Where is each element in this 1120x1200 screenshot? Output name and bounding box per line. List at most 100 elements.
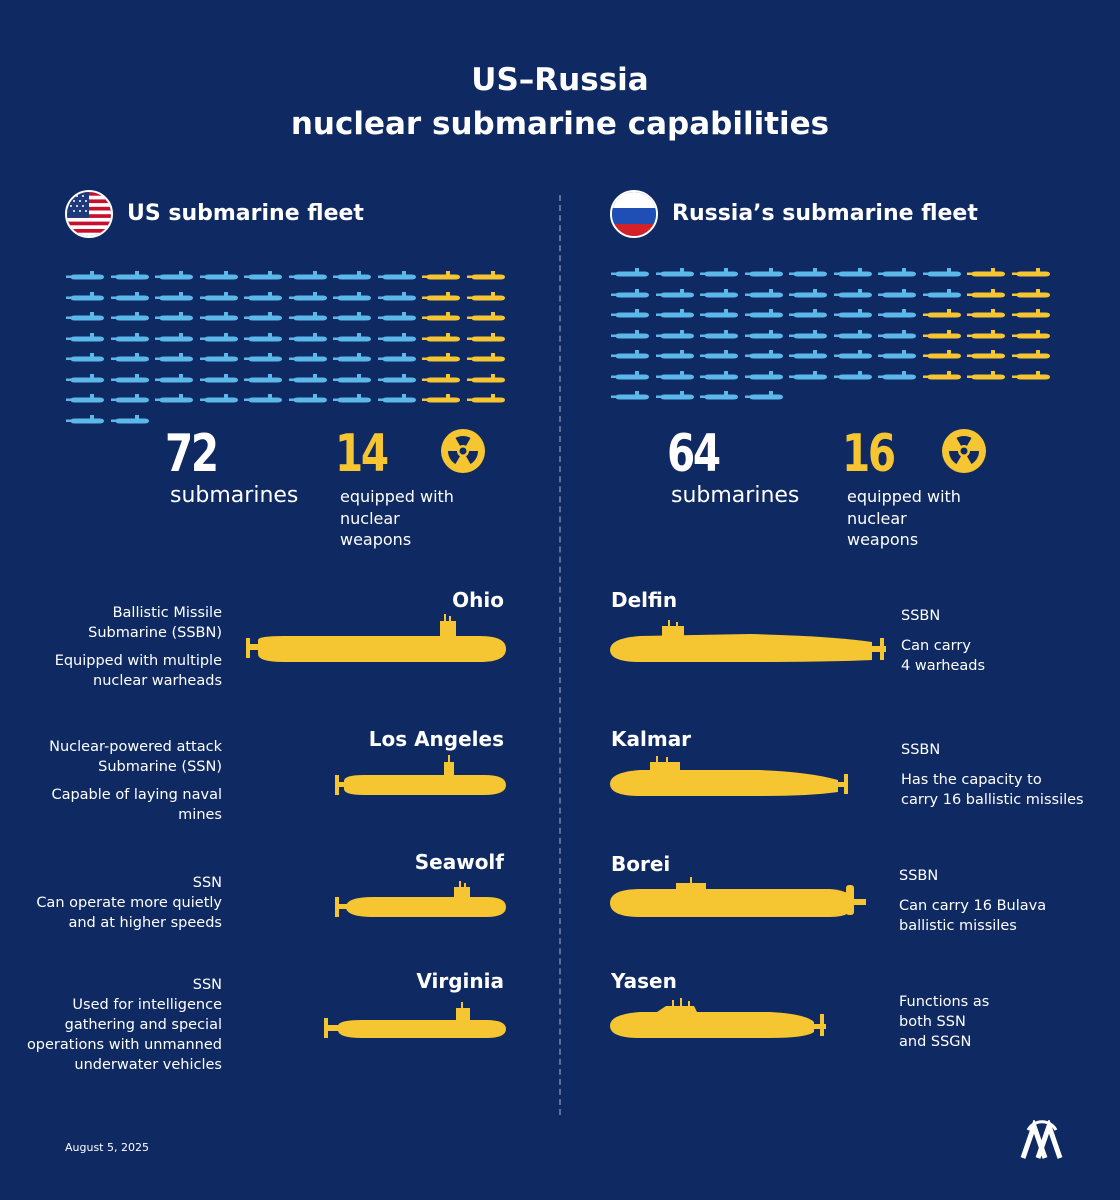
us-submarine-icon — [110, 271, 149, 280]
us-nuclear-submarine-icon — [466, 312, 505, 321]
us-submarine-icon — [244, 271, 282, 280]
sub-name-seawolf: Seawolf — [414, 850, 504, 874]
russia-submarine-icon — [922, 268, 961, 277]
sub-desc-yasen: Functions as both SSN and SSGN — [899, 994, 990, 1050]
us-submarine-icon — [288, 332, 327, 341]
russia-submarine-icon — [700, 391, 738, 400]
us-submarine-icon — [244, 353, 282, 362]
us-total-count: 72 — [165, 424, 219, 484]
us-submarine-icon — [377, 373, 416, 382]
russia-submarine-icon — [744, 350, 783, 359]
los-angeles-submarine-icon — [335, 755, 506, 795]
russia-submarine-icon — [789, 370, 827, 379]
us-submarine-icon — [333, 353, 371, 362]
russia-nuclear-submarine-icon — [967, 370, 1005, 379]
us-submarine-icon — [66, 291, 104, 300]
sub-desc-ohio: Ballistic Missile Submarine (SSBN) Equipp… — [54, 605, 222, 689]
russia-nuclear-submarine-icon — [1011, 329, 1050, 338]
us-submarine-icon — [288, 271, 327, 280]
russia-submarine-icon — [744, 309, 783, 318]
us-submarine-icon — [155, 394, 193, 403]
russia-submarine-icon — [744, 391, 783, 400]
us-fleet-title: US submarine fleet — [127, 201, 364, 226]
us-submarine-icon — [333, 291, 371, 300]
russia-submarine-icon — [833, 350, 872, 359]
title-line-1: US–Russia — [471, 62, 649, 98]
us-submarine-icon — [66, 373, 104, 382]
russia-submarine-icon — [655, 350, 694, 359]
radiation-icon — [440, 428, 486, 478]
russia-submarine-icon — [878, 350, 916, 359]
russia-nuclear-count: 16 — [842, 424, 896, 484]
russia-submarine-icon — [833, 329, 872, 338]
title-line-2: nuclear submarine capabilities — [290, 106, 830, 142]
russia-submarine-icon — [611, 268, 649, 277]
borei-submarine-icon — [610, 877, 866, 917]
russia-nuclear-submarine-icon — [922, 309, 961, 318]
us-submarine-icon — [288, 353, 327, 362]
center-divider — [559, 195, 561, 1115]
russia-nuclear-submarine-icon — [922, 329, 961, 338]
russia-submarine-icon — [700, 288, 738, 297]
us-submarine-icon — [110, 373, 149, 382]
us-submarine-icon — [155, 271, 193, 280]
russia-submarine-icon — [611, 288, 649, 297]
us-submarine-icon — [377, 291, 416, 300]
russia-submarine-icon — [833, 268, 872, 277]
russia-flag-icon — [610, 190, 658, 238]
us-submarine-icon — [66, 332, 104, 341]
russia-total-label: submarines — [671, 483, 800, 508]
us-submarine-icon — [199, 353, 238, 362]
russia-submarine-icon — [655, 370, 694, 379]
us-submarine-icon — [199, 271, 238, 280]
us-nuclear-submarine-icon — [422, 373, 460, 382]
russia-submarine-icon — [744, 370, 783, 379]
us-submarine-icon — [333, 394, 371, 403]
us-submarine-icon — [333, 332, 371, 341]
russia-nuclear-submarine-icon — [922, 350, 961, 359]
us-submarine-icon — [110, 312, 149, 321]
publication-date: August 5, 2025 — [65, 1141, 149, 1154]
sub-desc-borei: SSBN Can carry 16 Bulava ballistic missil… — [899, 868, 1047, 934]
us-nuclear-submarine-icon — [422, 271, 460, 280]
russia-submarine-icon — [611, 309, 649, 318]
russia-submarine-icon — [878, 309, 916, 318]
us-submarine-icon — [377, 271, 416, 280]
russia-submarine-icon — [878, 268, 916, 277]
us-submarine-icon — [377, 394, 416, 403]
us-submarine-icon — [199, 373, 238, 382]
us-nuclear-submarine-icon — [466, 353, 505, 362]
us-submarine-icon — [333, 271, 371, 280]
us-submarine-icon — [66, 414, 104, 423]
russia-submarine-icon — [655, 391, 694, 400]
radiation-icon — [941, 428, 987, 478]
us-flag-icon — [65, 190, 113, 238]
us-submarine-icon — [155, 353, 193, 362]
us-nuclear-submarine-icon — [422, 353, 460, 362]
sub-name-yasen: Yasen — [611, 969, 677, 993]
russia-nuclear-submarine-icon — [967, 350, 1005, 359]
us-submarine-icon — [333, 373, 371, 382]
us-submarine-icon — [199, 291, 238, 300]
ohio-submarine-icon — [246, 614, 506, 662]
us-nuclear-submarine-icon — [466, 291, 505, 300]
us-total-label: submarines — [170, 483, 299, 508]
russia-submarine-icon — [655, 288, 694, 297]
russia-submarine-icon — [655, 309, 694, 318]
russia-submarine-icon — [655, 329, 694, 338]
us-submarine-icon — [377, 312, 416, 321]
russia-submarine-icon — [700, 370, 738, 379]
yasen-submarine-icon — [610, 998, 826, 1038]
russia-submarine-icon — [611, 391, 649, 400]
russia-submarine-icon — [789, 329, 827, 338]
us-submarine-icon — [155, 332, 193, 341]
us-submarine-icon — [377, 332, 416, 341]
us-nuclear-count: 14 — [335, 424, 389, 484]
sub-name-delfin: Delfin — [611, 588, 678, 612]
russia-submarine-icon — [878, 329, 916, 338]
russia-submarine-icon — [611, 350, 649, 359]
us-submarine-icon — [199, 332, 238, 341]
sub-name-los-angeles: Los Angeles — [368, 727, 504, 751]
us-submarine-icon — [110, 291, 149, 300]
sub-desc-kalmar: SSBN Has the capacity to carry 16 ballist… — [901, 742, 1084, 808]
